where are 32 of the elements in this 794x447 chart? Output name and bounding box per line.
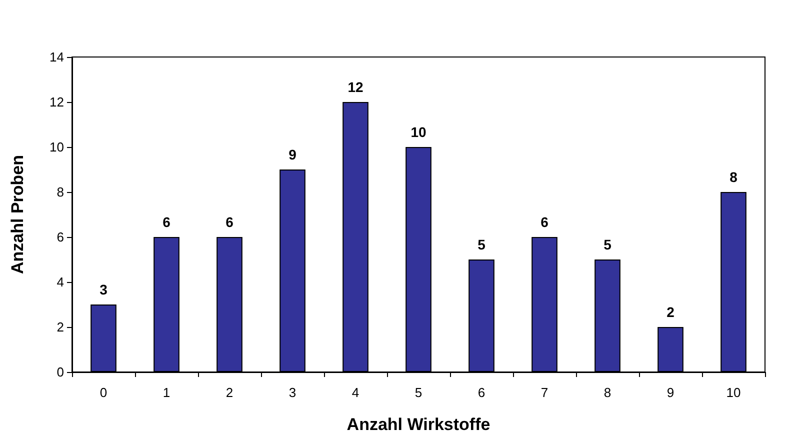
data-label: 10 (410, 124, 426, 140)
x-tick-label: 8 (604, 385, 612, 400)
x-tick-label: 10 (726, 385, 741, 400)
x-tick-label: 2 (226, 385, 234, 400)
data-label: 12 (348, 79, 364, 95)
x-tick-label: 6 (478, 385, 486, 400)
y-tick-label: 10 (50, 140, 64, 154)
y-axis-title: Anzahl Proben (8, 154, 27, 274)
data-label: 8 (730, 169, 738, 185)
x-tick-label: 1 (162, 385, 170, 400)
data-label: 6 (162, 214, 171, 230)
data-label: 6 (540, 214, 549, 230)
data-label: 6 (226, 214, 234, 230)
y-tick-label: 12 (50, 94, 64, 110)
x-tick-label: 7 (540, 385, 548, 400)
data-label: 9 (288, 146, 297, 162)
y-tick-label: 6 (56, 230, 64, 244)
x-tick-label: 4 (352, 385, 360, 400)
y-tick-label: 8 (56, 184, 64, 200)
data-label: 3 (100, 282, 108, 298)
y-tick-label: 0 (56, 364, 64, 380)
y-tick-label: 2 (56, 320, 64, 334)
data-label: 5 (478, 236, 486, 252)
x-tick-label: 3 (288, 385, 296, 400)
data-label: 2 (666, 304, 675, 320)
y-tick-label: 14 (50, 50, 64, 64)
x-tick-label: 9 (666, 385, 674, 400)
x-tick-label: 5 (414, 385, 422, 400)
y-tick-label: 4 (56, 274, 64, 290)
x-axis-title: Anzahl Wirkstoffe (346, 415, 490, 434)
x-tick-label: 0 (100, 385, 108, 400)
data-label: 5 (604, 236, 612, 252)
